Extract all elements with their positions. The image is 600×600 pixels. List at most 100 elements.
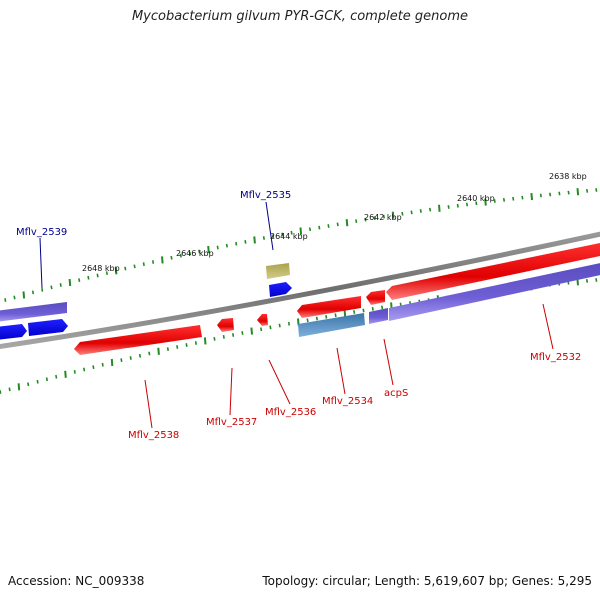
gene-feature[interactable] (28, 319, 68, 336)
gene-feature[interactable] (0, 302, 67, 322)
ruler-tick-minor (336, 222, 339, 227)
ruler-tick-minor (129, 356, 132, 360)
topology-info: Topology: circular; Length: 5,619,607 bp… (262, 574, 592, 588)
ruler-label: 2644 kbp (270, 232, 308, 241)
ruler-tick-minor (355, 219, 358, 224)
ruler-tick-minor (364, 217, 367, 222)
ruler-tick-minor (225, 243, 228, 248)
gene-label[interactable]: Mflv_2537 (206, 417, 257, 428)
ruler-tick-minor (55, 374, 58, 379)
ruler-tick-minor (31, 290, 35, 295)
gene-feature[interactable] (389, 262, 600, 321)
ruler-tick-minor (235, 241, 238, 246)
ruler-tick-minor (260, 327, 263, 332)
ruler-tick-minor (262, 236, 265, 240)
ruler-tick-minor (0, 390, 2, 394)
gene-feature[interactable] (269, 282, 292, 297)
ruler-tick-minor (558, 191, 561, 196)
gene-label[interactable]: Mflv_2538 (128, 430, 179, 441)
ruler-tick-minor (382, 214, 385, 219)
gene-feature[interactable] (386, 242, 600, 300)
ruler-tick-minor (410, 210, 413, 215)
accession-text: Accession: NC_009338 (8, 574, 145, 588)
ruler-tick-minor (120, 358, 123, 363)
gene-feature[interactable] (297, 296, 361, 318)
ruler-tick-minor (512, 196, 515, 201)
ruler-tick-minor (73, 369, 76, 374)
ruler-tick-minor (241, 331, 244, 335)
ruler-tick-minor (148, 351, 151, 356)
ruler-tick-minor (166, 347, 169, 352)
ruler-tick-minor (8, 387, 11, 392)
ruler-tick-minor (244, 239, 247, 244)
ruler-tick-minor (142, 262, 145, 267)
ruler-tick-major (64, 370, 67, 378)
ruler-tick-major (343, 310, 347, 318)
gene-feature[interactable] (0, 324, 27, 340)
ruler-tick-major (299, 227, 303, 235)
ruler-tick-minor (27, 382, 30, 387)
gene-label[interactable]: Mflv_2536 (265, 407, 316, 418)
ruler-tick-minor (595, 278, 598, 282)
ruler-tick-minor (362, 308, 365, 313)
ruler-tick-minor (50, 285, 53, 290)
ruler-tick-minor (269, 325, 272, 330)
ruler-ticks-upper (4, 188, 598, 302)
ruler-tick-minor (87, 275, 90, 280)
ruler-tick-minor (105, 271, 108, 276)
ruler-tick-minor (539, 193, 542, 198)
ruler-tick-minor (194, 341, 197, 345)
ruler-tick-minor (92, 365, 95, 370)
ruler-tick-minor (401, 211, 404, 216)
ruler-tick-minor (176, 345, 179, 349)
gene-label[interactable]: Mflv_2539 (16, 227, 67, 238)
ruler-tick-minor (188, 251, 192, 256)
ruler-tick-minor (170, 255, 173, 260)
ruler-label: 2640 kbp (457, 194, 495, 203)
ruler-tick-minor (325, 314, 328, 319)
gene-feature[interactable] (257, 314, 268, 326)
ruler-tick-minor (475, 201, 478, 206)
ruler-tick-minor (373, 216, 376, 221)
ruler-tick-major (576, 188, 580, 196)
ruler-tick-minor (278, 323, 281, 328)
gene-label[interactable]: Mflv_2535 (240, 190, 291, 201)
ruler-tick-minor (124, 266, 127, 271)
ruler-tick-minor (419, 209, 422, 213)
gene-feature[interactable] (74, 325, 202, 355)
ruler-tick-minor (493, 199, 496, 203)
ruler-tick-minor (59, 283, 62, 287)
ruler-label: 2648 kbp (82, 264, 120, 273)
gene-feature[interactable] (366, 290, 385, 305)
ruler-tick-minor (45, 377, 48, 382)
ruler-tick-minor (41, 287, 44, 292)
gene-feature[interactable] (369, 308, 388, 324)
gene-feature[interactable] (217, 318, 234, 332)
ruler-tick-minor (185, 343, 188, 347)
ruler-tick-minor (198, 249, 201, 254)
ruler-tick-minor (232, 333, 235, 337)
ruler-tick-minor (381, 305, 384, 310)
gene-label[interactable]: Mflv_2532 (530, 352, 581, 363)
ruler-tick-minor (549, 192, 552, 197)
ruler-tick-minor (371, 306, 374, 311)
ruler-tick-minor (133, 264, 136, 269)
ruler-tick-major (250, 327, 253, 335)
gene-feature[interactable] (266, 263, 290, 279)
gene-label[interactable]: Mflv_2534 (322, 396, 373, 407)
label-connectors (39, 201, 554, 429)
ruler-tick-minor (13, 295, 16, 300)
ruler-tick-minor (306, 318, 309, 323)
ruler-tick-minor (595, 188, 598, 192)
ruler-tick-minor (502, 197, 506, 202)
gene-label[interactable]: acpS (384, 388, 408, 399)
ruler-tick-minor (429, 207, 432, 212)
ruler-tick-minor (353, 310, 356, 314)
gene-feature[interactable] (298, 313, 365, 337)
ruler-tick-minor (78, 278, 81, 283)
ruler-tick-minor (315, 316, 318, 321)
ruler-tick-minor (567, 190, 570, 195)
ruler-tick-minor (586, 188, 589, 193)
ruler-label: 2646 kbp (176, 249, 214, 258)
